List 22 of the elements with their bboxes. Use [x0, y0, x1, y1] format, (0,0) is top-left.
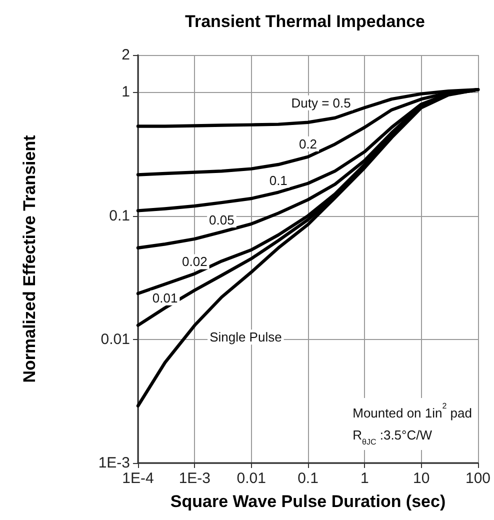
series-label: 0.02 [182, 254, 208, 270]
series-label: 0.01 [152, 290, 178, 306]
x-tick-label: 0.01 [236, 470, 266, 487]
x-axis-title: Square Wave Pulse Duration (sec) [170, 492, 446, 511]
y-tick-label: 0.1 [109, 207, 130, 224]
series-label: 0.1 [269, 172, 288, 188]
x-tick-label: 10 [412, 470, 430, 487]
y-axis-title: Normalized Effective Transient [20, 134, 39, 383]
series-label: Single Pulse [210, 330, 282, 345]
x-tick-label: 1E-3 [178, 470, 211, 487]
x-tick-label: 0.1 [298, 470, 318, 487]
y-tick-label: 2 [122, 46, 130, 64]
series-label: 0.05 [209, 212, 234, 228]
series-label: Duty = 0.5 [291, 95, 351, 110]
series-label: 0.2 [298, 136, 318, 152]
x-tick-label: 1E-4 [122, 470, 154, 487]
y-tick-label: 1E-3 [98, 454, 130, 472]
y-tick-label: 1 [122, 84, 130, 101]
x-tick-label: 1 [360, 470, 369, 487]
chart-title: Transient Thermal Impedance [185, 12, 425, 31]
x-tick-label: 100 [465, 470, 491, 487]
y-tick-label: 0.01 [100, 330, 130, 348]
